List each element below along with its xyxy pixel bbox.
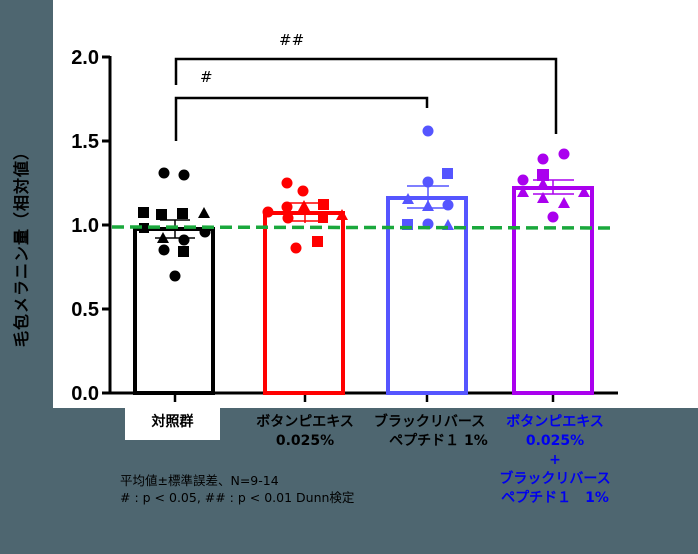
xlabel-blackreverse: ブラックリバース ペプチド１ 1%	[373, 414, 488, 449]
significance-single: #	[200, 68, 213, 86]
bar-blackreverse	[386, 196, 468, 395]
footnote-significance: # : p < 0.05, ## : p < 0.01 Dunn検定	[120, 490, 355, 505]
footnote-stats: 平均値±標準誤差、N=9-14	[120, 473, 279, 488]
ytick-2-0: 2.0	[71, 47, 99, 69]
xlabel-combination: ボタンピエキス 0.025% + ブラックリバース ペプチド１ 1%	[499, 414, 611, 506]
points-control	[138, 167, 211, 282]
ytick-1-0: 1.0	[71, 215, 99, 237]
y-axis-label: 毛包メラニン量（相対値）	[12, 142, 31, 347]
points-combination	[517, 148, 590, 223]
bar-control	[133, 227, 215, 395]
significance-double: ##	[279, 31, 304, 49]
y-tick-labels: 2.0 1.5 1.0 0.5 0.0	[71, 47, 99, 405]
xlabel-botanpi: ボタンピエキス 0.025%	[256, 414, 354, 449]
reference-line-1-0	[111, 225, 616, 230]
y-axis	[102, 55, 112, 395]
ytick-0-5: 0.5	[71, 299, 99, 321]
points-botanpi	[262, 177, 348, 254]
significance-brackets	[174, 57, 558, 141]
bar-botanpi	[263, 211, 345, 395]
control-label-background	[125, 408, 220, 440]
ytick-0-0: 0.0	[71, 383, 99, 405]
xlabel-control: 対照群	[151, 414, 194, 430]
footnote: 平均値±標準誤差、N=9-14 # : p < 0.05, ## : p < 0…	[120, 472, 354, 506]
ytick-1-5: 1.5	[71, 131, 99, 153]
